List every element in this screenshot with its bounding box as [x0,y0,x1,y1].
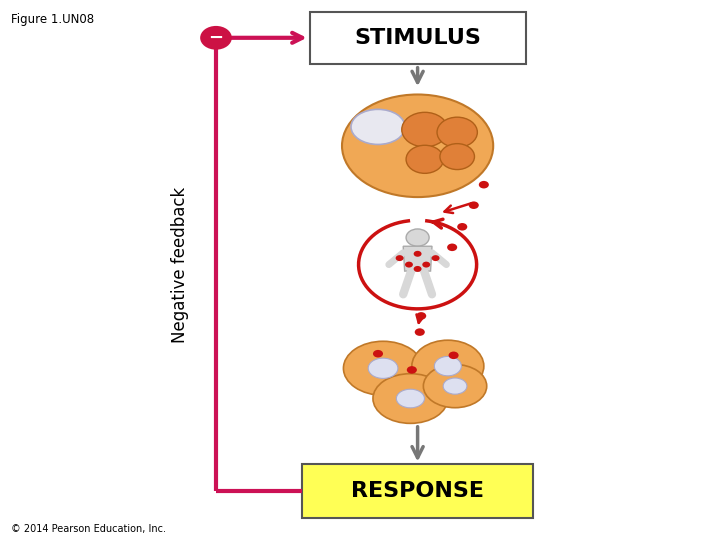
Circle shape [447,244,457,251]
Text: STIMULUS: STIMULUS [354,28,481,48]
Circle shape [479,181,489,188]
Circle shape [407,366,417,374]
Ellipse shape [434,356,462,376]
Circle shape [413,251,421,257]
Text: RESPONSE: RESPONSE [351,481,484,502]
Ellipse shape [351,109,405,145]
FancyBboxPatch shape [302,464,533,518]
Text: Figure 1.UN08: Figure 1.UN08 [11,14,94,26]
Polygon shape [403,246,432,271]
Circle shape [457,223,467,231]
Ellipse shape [373,374,448,423]
Ellipse shape [412,340,484,392]
Circle shape [437,117,477,147]
Circle shape [440,144,474,170]
Circle shape [373,350,383,357]
Circle shape [405,261,413,268]
Circle shape [415,328,425,336]
Circle shape [402,112,448,147]
Circle shape [396,255,403,261]
Circle shape [422,261,431,268]
Circle shape [416,312,426,320]
Ellipse shape [368,358,398,379]
Ellipse shape [396,389,425,408]
Circle shape [413,266,421,272]
Text: −: − [208,29,224,47]
Ellipse shape [423,364,487,408]
Ellipse shape [342,94,493,197]
Ellipse shape [444,378,467,394]
Circle shape [406,229,429,246]
FancyBboxPatch shape [310,12,526,64]
Circle shape [469,201,479,209]
Text: © 2014 Pearson Education, Inc.: © 2014 Pearson Education, Inc. [11,523,166,534]
Circle shape [449,352,459,359]
Circle shape [200,26,232,50]
Circle shape [406,145,444,173]
Ellipse shape [343,341,423,395]
Text: Negative feedback: Negative feedback [171,186,189,343]
Circle shape [432,255,439,261]
